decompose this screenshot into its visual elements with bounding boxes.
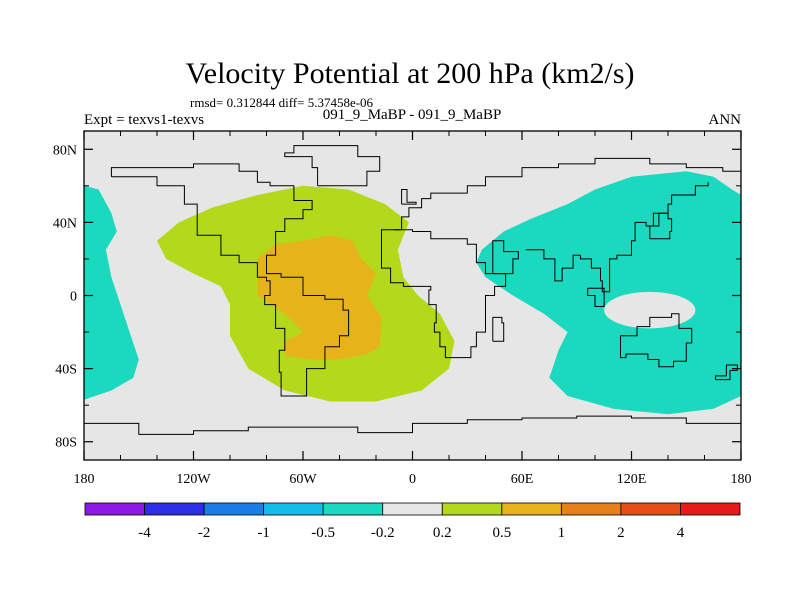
colorbar-label: 2 (617, 525, 625, 541)
map-layer (84, 131, 742, 460)
coastline-4 (525, 182, 709, 293)
colorbar-swatch (263, 502, 324, 516)
colorbar-label: 4 (677, 525, 685, 541)
colorbar-swatch (560, 502, 622, 516)
colorbar-label: -2 (198, 525, 211, 541)
coastline-1 (394, 157, 742, 231)
coastline-8 (587, 287, 605, 307)
coastline-5 (620, 313, 693, 368)
coastline-2 (381, 229, 507, 359)
coastline-11 (492, 316, 505, 342)
x-tick-label: 60W (289, 472, 317, 487)
colorbar-swatch (144, 502, 205, 516)
colorbar-label: -0.5 (311, 525, 335, 541)
contour-region-positive-0.5-1 (257, 235, 382, 360)
expt-label: Expt = texvs1-texvs (84, 112, 204, 128)
colorbar-label: -4 (138, 525, 151, 541)
colorbar: -4 -2 -1 -0.5 -0.2 0.2 0.5 1 2 4 (84, 502, 741, 541)
colorbar-swatch (84, 502, 145, 516)
y-tick-label: 0 (70, 290, 77, 305)
colorbar-label: 0.2 (433, 525, 452, 541)
coastline-3 (492, 240, 519, 275)
colorbar-swatch (382, 502, 443, 516)
y-tick-label: 80N (53, 143, 77, 158)
colorbar-label: 0.5 (492, 525, 511, 541)
coastline-0 (110, 163, 350, 397)
x-tick-label: 180 (74, 472, 95, 487)
colorbar-label: -0.2 (371, 525, 395, 541)
coastline-7 (284, 145, 381, 187)
coastline-9 (649, 212, 673, 240)
x-tick-label: 60E (511, 472, 534, 487)
comparison-label: 091_9_MaBP - 091_9_MaBP (323, 107, 502, 123)
y-tick-label: 40S (55, 363, 77, 378)
coastline-10 (401, 189, 417, 205)
colorbar-swatch (441, 502, 503, 516)
contour-region-negative-west (84, 185, 139, 400)
x-tick-label: 120E (617, 472, 647, 487)
colorbar-swatch (322, 502, 384, 516)
neutral-island (604, 291, 696, 329)
axis-layer: 180 120W 60W 0 60E 120E 180 80N 40N 0 40S 80S (53, 130, 752, 487)
colorbar-swatch (203, 502, 265, 516)
colorbar-label: 1 (558, 525, 566, 541)
stats-label: rmsd= 0.312844 diff= 5.37458e-06 (190, 95, 374, 110)
coastline-6 (84, 415, 741, 435)
x-tick-label: 0 (409, 472, 416, 487)
x-tick-label: 120W (176, 472, 211, 487)
x-tick-label: 180 (731, 472, 752, 487)
chart-title: Velocity Potential at 200 hPa (km2/s) (185, 57, 634, 90)
contour-region-negative-east (476, 171, 741, 415)
season-label: ANN (709, 112, 742, 128)
colorbar-swatch (620, 502, 681, 516)
y-tick-label: 80S (55, 436, 77, 451)
coastline-12 (715, 364, 738, 381)
colorbar-label: -1 (257, 525, 270, 541)
y-tick-label: 40N (53, 216, 77, 231)
colorbar-swatch (680, 502, 741, 516)
colorbar-swatch (501, 502, 562, 516)
